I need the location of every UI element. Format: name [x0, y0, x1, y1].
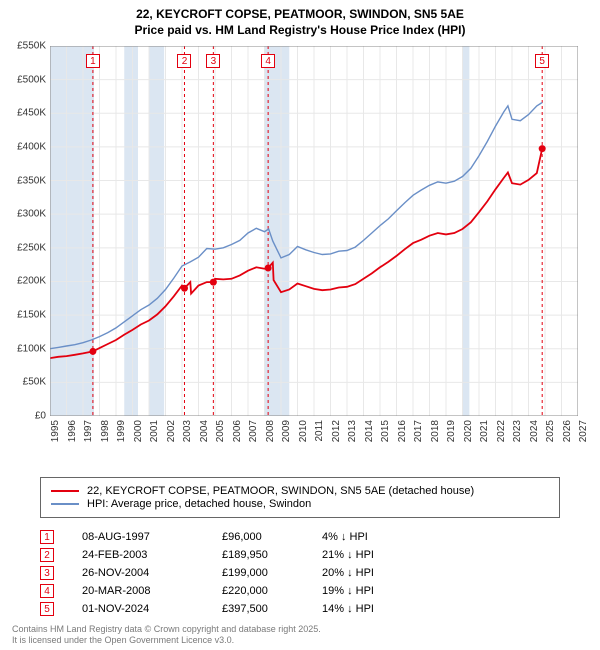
x-tick-label: 2027	[578, 420, 589, 442]
footer-line-1: Contains HM Land Registry data © Crown c…	[12, 624, 321, 635]
x-tick-label: 1995	[50, 420, 61, 442]
x-tick-label: 2022	[496, 420, 507, 442]
sale-date: 26-NOV-2004	[82, 567, 222, 579]
chart-title: 22, KEYCROFT COPSE, PEATMOOR, SWINDON, S…	[0, 0, 600, 38]
y-tick-label: £400K	[17, 141, 46, 152]
sale-delta: 20% ↓ HPI	[322, 567, 432, 579]
chart-plot-area: £0£50K£100K£150K£200K£250K£300K£350K£400…	[50, 46, 578, 416]
sale-row: 1 08-AUG-1997£96,0004% ↓ HPI	[40, 528, 560, 546]
x-tick-label: 2013	[347, 420, 358, 442]
x-axis-ticks: 1995 1996 1997 1998 1999 2000 2001 2002 2003 2004…	[50, 416, 578, 476]
sale-date: 01-NOV-2024	[82, 603, 222, 615]
chart-svg	[50, 46, 578, 416]
x-tick-label: 1997	[83, 420, 94, 442]
x-tick-label: 2012	[331, 420, 342, 442]
x-tick-label: 2023	[512, 420, 523, 442]
x-tick-label: 2002	[166, 420, 177, 442]
sale-price: £189,950	[222, 549, 322, 561]
y-tick-label: £450K	[17, 108, 46, 119]
x-tick-label: 2001	[149, 420, 160, 442]
x-tick-label: 2004	[199, 420, 210, 442]
x-tick-label: 2020	[463, 420, 474, 442]
sale-marker-3: 3	[206, 54, 220, 68]
x-tick-label: 2017	[413, 420, 424, 442]
x-tick-label: 2016	[397, 420, 408, 442]
sale-price: £397,500	[222, 603, 322, 615]
y-tick-label: £100K	[17, 343, 46, 354]
legend-swatch	[51, 490, 79, 492]
x-tick-label: 1999	[116, 420, 127, 442]
x-tick-label: 2007	[248, 420, 259, 442]
x-tick-label: 2021	[479, 420, 490, 442]
x-tick-label: 1996	[67, 420, 78, 442]
sale-delta: 19% ↓ HPI	[322, 585, 432, 597]
sales-table: 108-AUG-1997£96,0004% ↓ HPI224-FEB-2003£…	[40, 528, 560, 618]
x-tick-label: 2018	[430, 420, 441, 442]
x-tick-label: 2024	[529, 420, 540, 442]
y-axis-ticks: £0£50K£100K£150K£200K£250K£300K£350K£400…	[0, 46, 48, 416]
sale-delta: 21% ↓ HPI	[322, 549, 432, 561]
y-tick-label: £200K	[17, 276, 46, 287]
sale-row: 3 26-NOV-2004£199,00020% ↓ HPI	[40, 564, 560, 582]
sale-marker-2: 2	[177, 54, 191, 68]
legend-label: 22, KEYCROFT COPSE, PEATMOOR, SWINDON, S…	[87, 485, 474, 497]
y-tick-label: £500K	[17, 74, 46, 85]
y-tick-label: £250K	[17, 242, 46, 253]
legend-row: 22, KEYCROFT COPSE, PEATMOOR, SWINDON, S…	[51, 485, 549, 497]
x-tick-label: 2008	[265, 420, 276, 442]
sale-date: 20-MAR-2008	[82, 585, 222, 597]
sale-date: 24-FEB-2003	[82, 549, 222, 561]
sale-row-marker: 2	[40, 548, 54, 562]
sale-row-marker: 5	[40, 602, 54, 616]
x-tick-label: 2003	[182, 420, 193, 442]
y-tick-label: £150K	[17, 310, 46, 321]
x-tick-label: 2026	[562, 420, 573, 442]
x-tick-label: 2010	[298, 420, 309, 442]
sale-marker-4: 4	[261, 54, 275, 68]
x-tick-label: 1998	[100, 420, 111, 442]
x-tick-label: 2025	[545, 420, 556, 442]
legend-row: HPI: Average price, detached house, Swin…	[51, 498, 549, 510]
x-tick-label: 2015	[380, 420, 391, 442]
x-tick-label: 2019	[446, 420, 457, 442]
sale-delta: 4% ↓ HPI	[322, 531, 432, 543]
y-tick-label: £50K	[23, 377, 46, 388]
sale-date: 08-AUG-1997	[82, 531, 222, 543]
sale-row-marker: 4	[40, 584, 54, 598]
sale-row: 4 20-MAR-2008£220,00019% ↓ HPI	[40, 582, 560, 600]
sale-price: £96,000	[222, 531, 322, 543]
y-tick-label: £350K	[17, 175, 46, 186]
x-tick-label: 2005	[215, 420, 226, 442]
chart-container: 22, KEYCROFT COPSE, PEATMOOR, SWINDON, S…	[0, 0, 600, 650]
x-tick-label: 2014	[364, 420, 375, 442]
sale-delta: 14% ↓ HPI	[322, 603, 432, 615]
title-line-2: Price paid vs. HM Land Registry's House …	[0, 22, 600, 38]
footer-line-2: It is licensed under the Open Government…	[12, 635, 321, 646]
x-tick-label: 2009	[281, 420, 292, 442]
sale-row: 2 24-FEB-2003£189,95021% ↓ HPI	[40, 546, 560, 564]
x-tick-label: 2000	[133, 420, 144, 442]
sale-marker-1: 1	[86, 54, 100, 68]
footer-attribution: Contains HM Land Registry data © Crown c…	[12, 624, 321, 647]
sale-row-marker: 3	[40, 566, 54, 580]
sale-price: £220,000	[222, 585, 322, 597]
legend: 22, KEYCROFT COPSE, PEATMOOR, SWINDON, S…	[40, 477, 560, 518]
y-tick-label: £0	[35, 411, 46, 422]
y-tick-label: £300K	[17, 209, 46, 220]
sale-marker-5: 5	[535, 54, 549, 68]
title-line-1: 22, KEYCROFT COPSE, PEATMOOR, SWINDON, S…	[0, 6, 600, 22]
legend-swatch	[51, 503, 79, 505]
sale-row-marker: 1	[40, 530, 54, 544]
legend-label: HPI: Average price, detached house, Swin…	[87, 498, 311, 510]
y-tick-label: £550K	[17, 41, 46, 52]
x-tick-label: 2006	[232, 420, 243, 442]
x-tick-label: 2011	[314, 420, 325, 442]
sale-price: £199,000	[222, 567, 322, 579]
sale-row: 5 01-NOV-2024£397,50014% ↓ HPI	[40, 600, 560, 618]
